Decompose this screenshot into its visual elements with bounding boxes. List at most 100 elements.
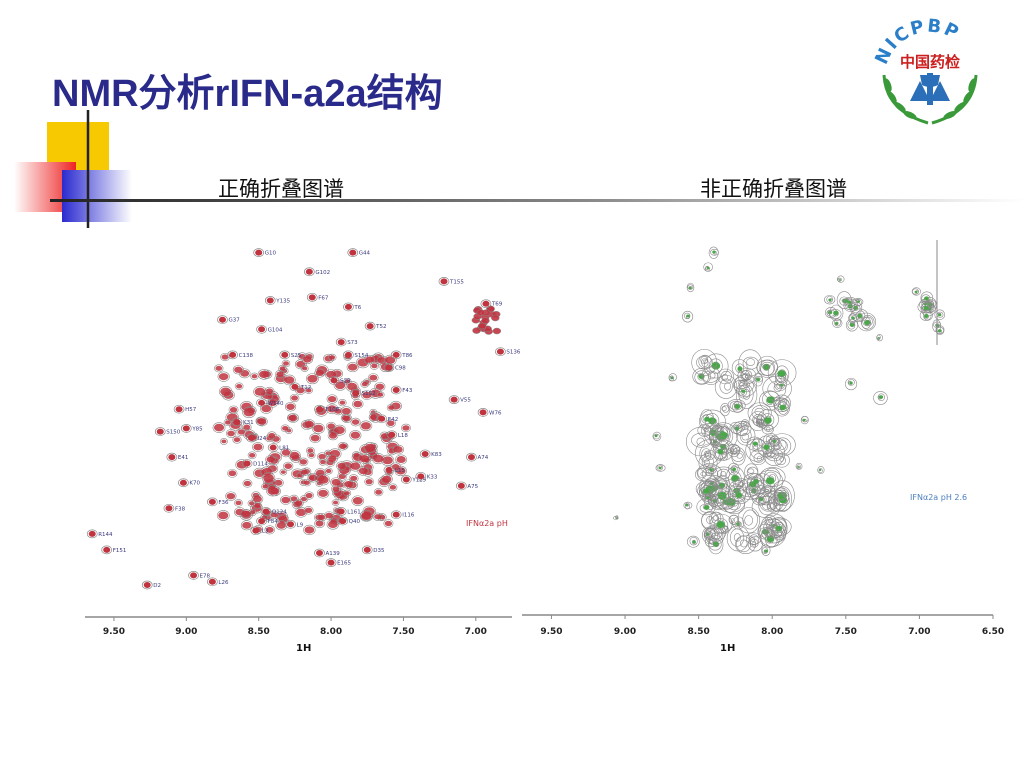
contour-ring — [363, 442, 377, 454]
contour-ring — [719, 378, 733, 394]
peak-W140 — [258, 399, 266, 406]
peak-T6 — [344, 303, 352, 310]
peak-label: F67 — [318, 295, 329, 301]
peak-label: Y135 — [275, 299, 290, 305]
contour-ring — [311, 423, 325, 434]
peak-F43 — [392, 387, 400, 394]
peak-contour-ring — [480, 299, 492, 309]
contour-peak — [318, 475, 329, 484]
peak-contour-ring — [419, 449, 431, 459]
peak-contour-ring — [285, 519, 296, 529]
contour-ring — [778, 440, 787, 450]
right-tick-label: 7.00 — [908, 627, 930, 637]
contour-ring — [779, 456, 784, 462]
contour-ring — [876, 334, 883, 342]
contour-peak — [706, 533, 710, 536]
contour-peak — [263, 473, 274, 482]
contour-peak — [703, 505, 710, 510]
contour-peak — [797, 466, 801, 468]
contour-ring — [741, 433, 749, 441]
contour-ring — [850, 301, 863, 315]
contour-ring — [280, 447, 292, 458]
contour-peak — [654, 434, 658, 438]
contour-peak — [877, 337, 881, 339]
contour-ring — [336, 461, 347, 471]
peak-label: F151 — [113, 548, 127, 554]
contour-ring — [766, 426, 771, 432]
peak-label: F43 — [402, 388, 413, 394]
contour-ring — [934, 309, 946, 320]
contour-ring — [220, 352, 230, 362]
contour-ring — [685, 427, 714, 457]
contour-ring — [333, 407, 343, 416]
contour-ring — [333, 424, 347, 436]
peak-contour-ring — [383, 363, 395, 373]
peak-label: L15 — [395, 468, 406, 474]
contour-ring — [777, 401, 789, 415]
contour-peak — [849, 381, 853, 385]
contour-ring — [736, 425, 756, 446]
decorative-squares — [14, 110, 1024, 228]
contour-ring — [710, 248, 719, 256]
contour-ring — [730, 445, 741, 455]
contour-ring — [763, 449, 776, 459]
peak-contour-ring — [178, 478, 189, 488]
peak-S152 — [352, 390, 360, 397]
peak-E78 — [190, 572, 198, 579]
contour-ring — [712, 443, 728, 461]
peak-F38 — [165, 505, 173, 512]
contour-peak — [305, 492, 313, 499]
contour-ring — [701, 467, 719, 481]
contour-ring — [770, 517, 788, 539]
peak-contour-ring — [390, 385, 402, 395]
logo-leaves — [884, 78, 976, 120]
peak-contour-ring — [390, 350, 402, 360]
peak-label: R144 — [98, 532, 113, 538]
peak-E165 — [327, 559, 335, 566]
contour-peak — [347, 382, 358, 391]
contour-ring — [691, 348, 718, 376]
contour-peak — [233, 437, 241, 443]
contour-ring — [702, 370, 719, 383]
contour-peak — [242, 521, 252, 529]
contour-ring — [704, 527, 716, 540]
peak-A74 — [467, 454, 475, 461]
contour-peak — [765, 477, 775, 485]
peak-label: K31 — [243, 420, 254, 426]
peak-S28 — [330, 377, 338, 384]
contour-ring — [707, 494, 717, 506]
peak-contour-ring — [343, 302, 354, 312]
contour-ring — [703, 459, 710, 467]
contour-peak — [282, 425, 289, 431]
peak-contour-ring — [343, 350, 354, 360]
contour-ring — [736, 452, 743, 459]
contour-ring — [360, 510, 373, 521]
contour-ring — [732, 516, 745, 530]
contour-peak — [351, 419, 360, 425]
contour-ring — [305, 373, 319, 385]
contour-peak — [802, 418, 806, 422]
right-subtitle: 非正确折叠图谱 — [700, 177, 847, 201]
contour-ring — [696, 355, 713, 370]
contour-ring — [701, 448, 712, 462]
peak-label: D2 — [153, 583, 161, 589]
contour-ring — [848, 313, 858, 323]
contour-peak — [243, 480, 252, 487]
peak-contour-ring — [86, 529, 98, 539]
contour-peak — [339, 400, 346, 405]
peak-label: W140 — [268, 401, 284, 407]
contour-ring — [757, 419, 763, 423]
contour-peak — [254, 387, 266, 396]
contour-peak — [265, 526, 274, 533]
contour-ring — [238, 368, 251, 379]
contour-ring — [278, 364, 287, 373]
right-tick-label: 6.50 — [982, 627, 1004, 637]
contour-ring — [734, 521, 742, 528]
contour-peak — [257, 418, 267, 425]
contour-peak — [370, 389, 381, 398]
right-tick-label: 7.50 — [835, 627, 857, 637]
peak-F84 — [258, 518, 266, 525]
contour-ring — [386, 403, 396, 412]
peak-label: D35 — [373, 548, 385, 554]
contour-ring — [359, 420, 373, 432]
